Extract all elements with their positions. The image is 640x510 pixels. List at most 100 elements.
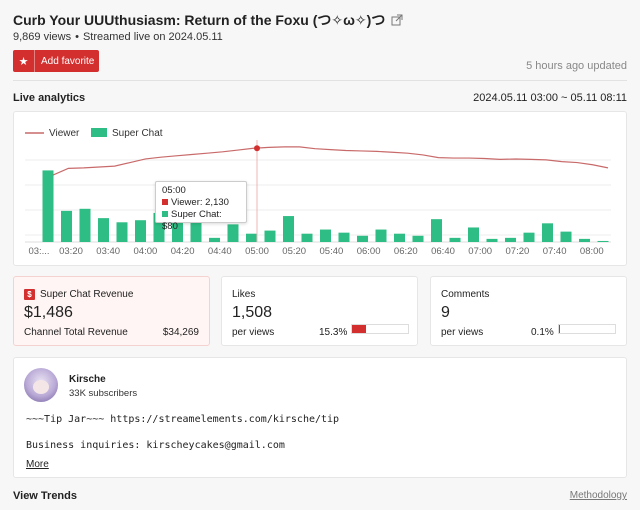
likes-pct: 15.3% — [319, 327, 348, 338]
likes-bar-fill — [352, 325, 367, 333]
tooltip-superchat: Super Chat: $80 — [162, 209, 222, 232]
analytics-chart-card: Viewer Super Chat 03:... 03:20 03:40 04:00 04:… — [13, 111, 627, 266]
legend-superchat: Super Chat — [112, 128, 163, 139]
x-tick-label: 07:40 — [543, 246, 567, 257]
view-count: 9,869 views — [13, 31, 72, 43]
superchat-bar — [597, 240, 609, 242]
superchat-label-text: Super Chat Revenue — [40, 289, 134, 300]
x-tick-label: 04:20 — [171, 246, 195, 257]
more-link[interactable]: More — [26, 459, 49, 470]
viewer-line — [52, 146, 609, 176]
title-row: Curb Your UUUthusiasm: Return of the Fox… — [13, 10, 403, 30]
description-line-2: Business inquiries: kirscheycakes@gmail.… — [26, 440, 285, 451]
comments-bar — [558, 324, 616, 334]
comments-value: 9 — [441, 304, 450, 321]
superchat-bar — [542, 223, 553, 242]
superchat-bar — [98, 218, 109, 242]
x-tick-label: 04:40 — [208, 246, 232, 257]
comments-pct: 0.1% — [531, 327, 554, 338]
dollar-icon: $ — [24, 289, 35, 300]
superchat-bar — [42, 170, 54, 242]
x-tick-label: 06:40 — [431, 246, 455, 257]
superchat-bar — [190, 222, 202, 242]
x-tick-label: 08:00 — [580, 246, 604, 257]
video-title: Curb Your UUUthusiasm: Return of the Fox… — [13, 12, 386, 28]
superchat-bar — [172, 221, 183, 242]
superchat-bar — [468, 227, 479, 242]
legend-viewer: Viewer — [49, 128, 80, 139]
superchat-bar — [523, 232, 535, 242]
view-trends-title: View Trends — [13, 490, 77, 502]
superchat-bar — [227, 224, 239, 242]
superchat-bar — [79, 208, 91, 242]
tooltip-superchat-swatch — [162, 211, 168, 217]
superchat-bar — [61, 210, 72, 242]
meta-separator: • — [75, 31, 79, 43]
channel-card: Kirsche 33K subscribers ~~~Tip Jar~~~ ht… — [13, 357, 627, 478]
live-analytics-title: Live analytics — [13, 92, 86, 104]
x-tick-label: 07:00 — [468, 246, 492, 257]
superchat-bar — [320, 229, 331, 242]
analytics-chart[interactable]: Viewer Super Chat 03:... 03:20 03:40 04:00 04:… — [14, 112, 628, 267]
superchat-bar — [412, 235, 424, 242]
superchat-bar — [301, 233, 313, 242]
x-tick-label: 05:40 — [320, 246, 344, 257]
stream-date: Streamed live on 2024.05.11 — [82, 31, 223, 43]
x-tick-label: 06:20 — [394, 246, 418, 257]
superchat-bar — [135, 220, 146, 242]
channel-total-value: $34,269 — [162, 327, 199, 338]
superchat-bar — [246, 233, 257, 242]
external-link-icon[interactable] — [391, 14, 403, 26]
likes-label: Likes — [232, 289, 256, 300]
updated-time: 5 hours ago updated — [526, 60, 627, 72]
superchat-bar — [486, 238, 498, 242]
avatar[interactable] — [24, 368, 58, 402]
likes-card: Likes 1,508 per views 15.3% — [221, 276, 418, 346]
tooltip-viewer: Viewer: 2,130 — [171, 197, 229, 208]
superchat-label: $ Super Chat Revenue — [24, 289, 133, 300]
x-tick-label: 05:00 — [245, 246, 269, 257]
comments-card: Comments 9 per views 0.1% — [430, 276, 627, 346]
superchat-bar — [505, 237, 516, 242]
channel-total-label: Channel Total Revenue — [24, 327, 128, 338]
superchat-revenue-card: $ Super Chat Revenue $1,486 Channel Total… — [13, 276, 210, 346]
likes-per-views-label: per views — [232, 327, 275, 338]
legend-superchat-swatch — [91, 128, 107, 137]
superchat-bar — [394, 233, 405, 242]
superchat-bar — [283, 216, 294, 242]
superchat-bar — [209, 237, 220, 242]
analytics-range: 2024.05.11 03:00 ~ 05.11 08:11 — [473, 92, 627, 104]
superchat-bar — [449, 237, 461, 242]
video-meta: 9,869 views • Streamed live on 2024.05.11 — [13, 31, 223, 43]
superchat-bar — [560, 231, 572, 242]
superchat-value: $1,486 — [24, 304, 73, 321]
methodology-link[interactable]: Methodology — [569, 490, 627, 501]
superchat-bar — [579, 238, 590, 242]
tooltip-time: 05:00 — [162, 185, 186, 196]
x-tick-label: 05:20 — [282, 246, 306, 257]
divider — [13, 80, 627, 81]
comments-per-views-label: per views — [441, 327, 484, 338]
superchat-bar — [357, 235, 368, 242]
add-favorite-label: Add favorite — [41, 55, 95, 67]
description-line-1: ~~~Tip Jar~~~ https://streamelements.com… — [26, 414, 340, 425]
x-tick-label: 03:40 — [96, 246, 120, 257]
x-tick-label: 03:20 — [59, 246, 83, 257]
likes-bar — [351, 324, 409, 334]
hover-point — [254, 145, 260, 152]
tooltip-viewer-swatch — [162, 199, 168, 205]
superchat-bar — [431, 219, 442, 242]
chart-tooltip: 05:00 Viewer: 2,130 Super Chat: $80 — [155, 181, 247, 232]
superchat-bar — [375, 229, 387, 242]
star-icon: ★ — [13, 50, 35, 72]
x-tick-label: 03:... — [28, 246, 49, 257]
comments-bar-fill — [559, 325, 561, 333]
superchat-bar — [264, 230, 276, 242]
x-tick-label: 04:00 — [134, 246, 158, 257]
x-tick-label: 06:00 — [357, 246, 381, 257]
add-favorite-button[interactable]: ★ Add favorite — [13, 50, 99, 72]
x-tick-label: 07:20 — [506, 246, 530, 257]
likes-value: 1,508 — [232, 304, 273, 321]
channel-name[interactable]: Kirsche — [69, 374, 106, 385]
subscriber-count: 33K subscribers — [69, 388, 138, 399]
